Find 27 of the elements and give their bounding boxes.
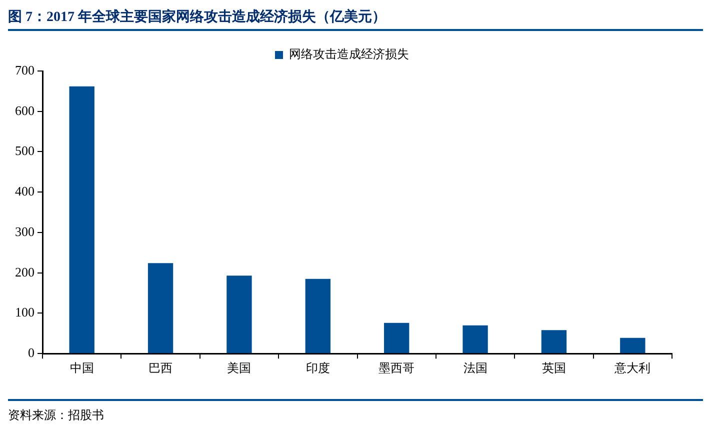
bar (69, 86, 94, 354)
y-tick-label: 600 (15, 102, 34, 118)
x-tick-label: 美国 (227, 360, 252, 375)
x-tick-label: 印度 (306, 360, 330, 375)
chart-title: 图 7：2017 年全球主要国家网络攻击造成经济损失（亿美元） (8, 8, 703, 31)
text: 资料来源：招股书 (8, 407, 105, 424)
legend-label: 网络攻击造成经济损失 (289, 47, 409, 62)
x-tick-label: 巴西 (148, 360, 173, 375)
x-tick-label: 英国 (542, 360, 566, 375)
bar (305, 278, 330, 354)
bar (541, 330, 567, 354)
bar (620, 338, 646, 354)
x-tick-label: 意大利 (614, 360, 651, 375)
y-tick-label: 700 (15, 62, 34, 78)
bar (384, 322, 410, 354)
bar (226, 276, 252, 354)
y-tick-label: 200 (15, 264, 34, 280)
bar (148, 263, 174, 354)
x-tick-label: 墨西哥 (378, 360, 415, 375)
y-tick-label: 400 (15, 184, 34, 199)
y-tick-label: 300 (15, 224, 34, 239)
bar (462, 325, 488, 354)
y-tick-label: 0 (28, 345, 34, 360)
y-tick-label: 500 (15, 143, 34, 158)
y-tick-label: 100 (15, 304, 34, 320)
x-tick-label: 中国 (70, 360, 94, 375)
x-tick-label: 法国 (463, 360, 488, 375)
